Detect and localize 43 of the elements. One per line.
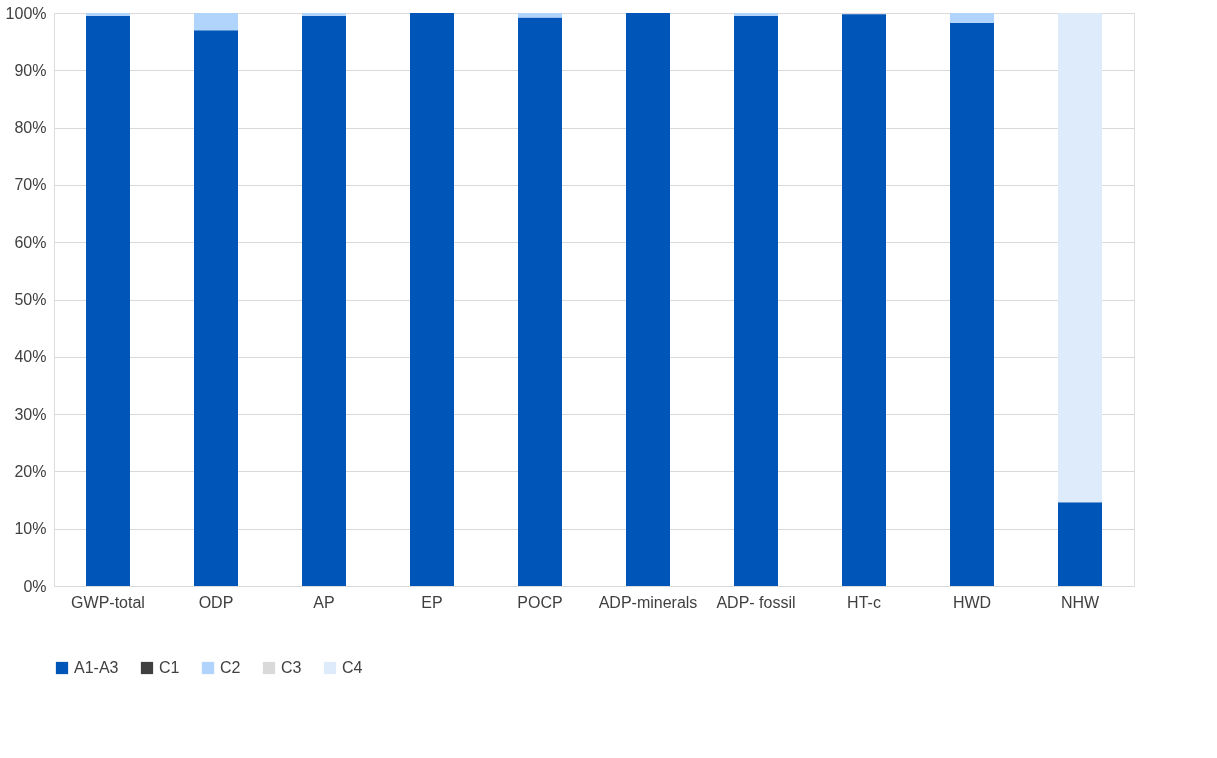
bar	[518, 17, 562, 586]
bar	[950, 13, 994, 23]
y-tick-label: 80%	[14, 119, 47, 137]
y-tick-label: 0%	[23, 577, 47, 595]
bar	[734, 13, 778, 16]
bar	[1058, 502, 1102, 586]
x-tick-label: HT-c	[847, 593, 881, 611]
x-tick-label: ODP	[198, 593, 234, 611]
bar	[86, 15, 130, 586]
legend-label: C4	[342, 659, 363, 676]
x-tick-label: EP	[421, 593, 443, 611]
bar	[86, 13, 130, 16]
bar	[518, 13, 562, 18]
bar	[842, 14, 886, 586]
y-tick-label: 60%	[14, 233, 47, 251]
bar	[626, 13, 670, 586]
y-tick-label: 90%	[14, 61, 47, 79]
bar	[950, 22, 994, 586]
bar	[302, 13, 346, 16]
y-tick-label: 40%	[14, 348, 47, 366]
legend-label: C3	[281, 659, 302, 676]
y-tick-label: 30%	[14, 405, 47, 423]
x-tick-label: GWP-total	[71, 593, 145, 611]
x-tick-label: HWD	[952, 593, 992, 611]
y-tick-label: 100%	[5, 4, 47, 22]
y-tick-label: 50%	[14, 291, 47, 308]
bar	[734, 15, 778, 586]
bar	[410, 13, 454, 586]
x-tick-label: NHW	[1060, 593, 1100, 611]
legend-label: A1-A3	[74, 659, 119, 676]
legend-label: C1	[159, 659, 180, 676]
x-tick-label: POCP	[517, 593, 563, 611]
y-tick-label: 70%	[14, 176, 47, 194]
bar	[1058, 13, 1102, 503]
x-tick-label: AP	[313, 593, 335, 611]
y-tick-label: 10%	[14, 520, 47, 538]
bar	[302, 15, 346, 586]
legend-label: C2	[220, 659, 241, 676]
bar	[194, 30, 238, 586]
x-tick-label: ADP- fossil	[716, 593, 796, 611]
y-tick-label: 20%	[14, 462, 47, 480]
x-tick-label: ADP-minerals	[598, 593, 698, 611]
bar	[194, 13, 238, 31]
